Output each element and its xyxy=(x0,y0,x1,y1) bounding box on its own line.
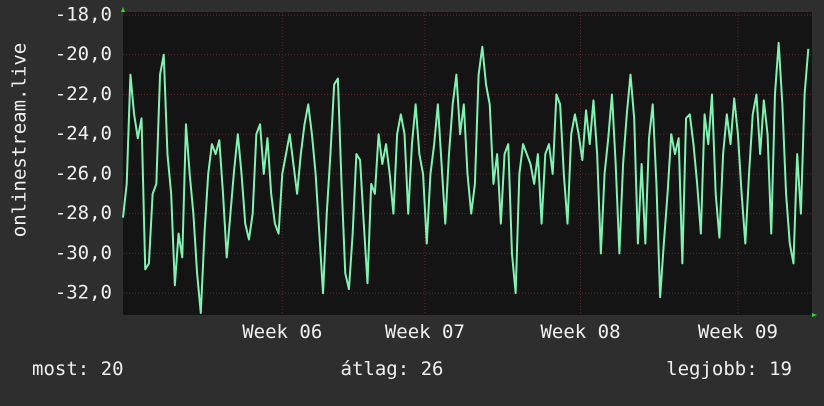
y-tick-label: -22,0 xyxy=(55,83,112,105)
x-tick-label: Week 09 xyxy=(698,321,778,343)
y-tick-label: -26,0 xyxy=(55,162,112,184)
x-tick-label: Week 07 xyxy=(385,321,465,343)
stat-current: most: 20 xyxy=(32,358,124,380)
y-axis-label: onlinestream.live xyxy=(9,43,31,237)
x-axis-arrow xyxy=(812,313,817,317)
y-tick-label: -20,0 xyxy=(55,43,112,65)
stat-best: legjobb: 19 xyxy=(666,358,792,380)
y-tick-label: -24,0 xyxy=(55,123,112,145)
y-axis-arrow xyxy=(121,7,125,12)
y-tick-label: -18,0 xyxy=(55,4,112,26)
x-tick-label: Week 06 xyxy=(242,321,322,343)
y-tick-label: -30,0 xyxy=(55,242,112,264)
y-tick-label: -32,0 xyxy=(55,282,112,304)
stat-average: átlag: 26 xyxy=(341,358,444,380)
x-tick-label: Week 08 xyxy=(540,321,620,343)
y-tick-label: -28,0 xyxy=(55,202,112,224)
data-line xyxy=(122,41,810,315)
